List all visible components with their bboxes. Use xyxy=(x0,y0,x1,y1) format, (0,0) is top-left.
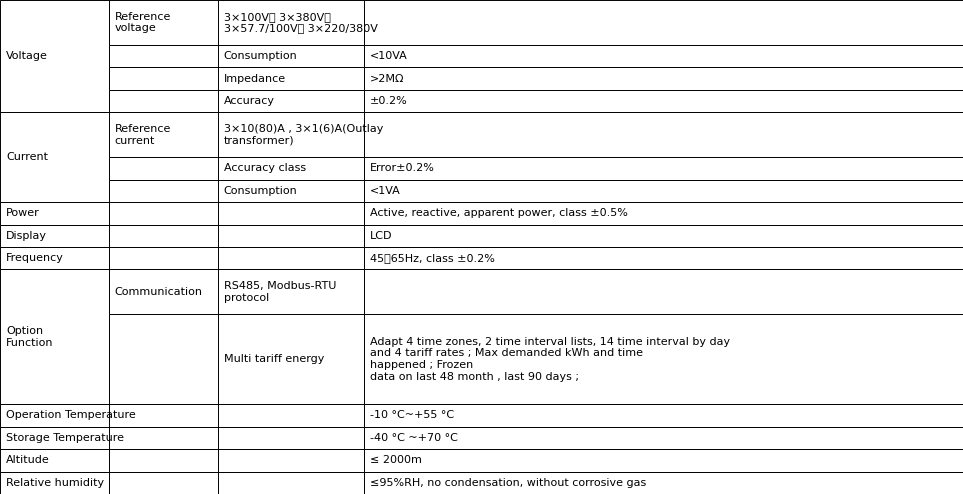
Bar xyxy=(218,472,364,494)
Bar xyxy=(364,0,963,45)
Bar xyxy=(218,404,364,427)
Text: Voltage: Voltage xyxy=(6,51,48,61)
Bar xyxy=(109,314,218,404)
Text: >2MΩ: >2MΩ xyxy=(370,74,404,83)
Bar xyxy=(218,314,364,404)
Text: RS485, Modbus-RTU
protocol: RS485, Modbus-RTU protocol xyxy=(223,281,336,303)
Text: Storage Temperature: Storage Temperature xyxy=(6,433,124,443)
Bar xyxy=(109,202,218,225)
Text: ≤ 2000m: ≤ 2000m xyxy=(370,455,422,465)
Bar xyxy=(0,269,109,404)
Bar xyxy=(109,112,218,157)
Text: Power: Power xyxy=(6,208,39,218)
Text: Current: Current xyxy=(6,152,48,162)
Bar xyxy=(364,404,963,427)
Text: Error±0.2%: Error±0.2% xyxy=(370,164,435,173)
Text: 45～65Hz, class ±0.2%: 45～65Hz, class ±0.2% xyxy=(370,253,495,263)
Bar xyxy=(0,247,109,269)
Text: Adapt 4 time zones, 2 time interval lists, 14 time interval by day
and 4 tariff : Adapt 4 time zones, 2 time interval list… xyxy=(370,337,730,382)
Bar xyxy=(364,472,963,494)
Bar xyxy=(364,314,963,404)
Text: Display: Display xyxy=(6,231,47,241)
Bar xyxy=(364,112,963,157)
Bar xyxy=(218,269,364,314)
Text: ±0.2%: ±0.2% xyxy=(370,96,407,106)
Text: Active, reactive, apparent power, class ±0.5%: Active, reactive, apparent power, class … xyxy=(370,208,628,218)
Bar xyxy=(364,427,963,449)
Text: Accuracy class: Accuracy class xyxy=(223,164,306,173)
Bar xyxy=(364,449,963,472)
Text: ≤95%RH, no condensation, without corrosive gas: ≤95%RH, no condensation, without corrosi… xyxy=(370,478,646,488)
Bar xyxy=(364,45,963,67)
Bar xyxy=(109,45,218,67)
Bar xyxy=(109,67,218,90)
Bar xyxy=(0,472,109,494)
Bar xyxy=(218,180,364,202)
Text: Multi tariff energy: Multi tariff energy xyxy=(223,354,324,364)
Bar xyxy=(218,45,364,67)
Bar xyxy=(218,112,364,157)
Bar xyxy=(218,90,364,112)
Bar xyxy=(109,427,218,449)
Text: <1VA: <1VA xyxy=(370,186,401,196)
Bar xyxy=(109,90,218,112)
Text: -40 °C ~+70 °C: -40 °C ~+70 °C xyxy=(370,433,457,443)
Bar xyxy=(109,449,218,472)
Bar xyxy=(0,449,109,472)
Text: Relative humidity: Relative humidity xyxy=(6,478,104,488)
Bar xyxy=(218,427,364,449)
Text: Reference
current: Reference current xyxy=(115,124,171,146)
Bar xyxy=(0,427,109,449)
Text: Frequency: Frequency xyxy=(6,253,64,263)
Bar xyxy=(218,247,364,269)
Bar xyxy=(109,247,218,269)
Bar xyxy=(218,157,364,180)
Text: Accuracy: Accuracy xyxy=(223,96,274,106)
Text: Operation Temperature: Operation Temperature xyxy=(6,411,136,420)
Text: Altitude: Altitude xyxy=(6,455,50,465)
Bar xyxy=(364,225,963,247)
Bar xyxy=(0,0,109,112)
Bar xyxy=(109,269,218,314)
Bar xyxy=(218,225,364,247)
Bar xyxy=(364,67,963,90)
Bar xyxy=(109,180,218,202)
Bar xyxy=(109,472,218,494)
Text: Impedance: Impedance xyxy=(223,74,286,83)
Text: -10 °C~+55 °C: -10 °C~+55 °C xyxy=(370,411,455,420)
Text: LCD: LCD xyxy=(370,231,393,241)
Bar xyxy=(364,247,963,269)
Bar xyxy=(109,225,218,247)
Bar xyxy=(218,449,364,472)
Bar xyxy=(109,0,218,45)
Bar xyxy=(109,157,218,180)
Text: <10VA: <10VA xyxy=(370,51,407,61)
Bar xyxy=(0,112,109,202)
Bar xyxy=(218,0,364,45)
Bar xyxy=(364,269,963,314)
Text: Consumption: Consumption xyxy=(223,186,298,196)
Text: Reference
voltage: Reference voltage xyxy=(115,12,171,33)
Text: Communication: Communication xyxy=(115,287,203,297)
Bar xyxy=(218,67,364,90)
Text: 3×100V、 3×380V、
3×57.7/100V、 3×220/380V: 3×100V、 3×380V、 3×57.7/100V、 3×220/380V xyxy=(223,12,377,33)
Bar xyxy=(0,225,109,247)
Bar xyxy=(364,202,963,225)
Bar xyxy=(364,180,963,202)
Bar xyxy=(364,157,963,180)
Bar xyxy=(364,90,963,112)
Text: Consumption: Consumption xyxy=(223,51,298,61)
Bar xyxy=(0,202,109,225)
Text: 3×10(80)A , 3×1(6)A(Outlay
transformer): 3×10(80)A , 3×1(6)A(Outlay transformer) xyxy=(223,124,383,146)
Bar xyxy=(218,202,364,225)
Bar xyxy=(109,404,218,427)
Text: Option
Function: Option Function xyxy=(6,326,54,348)
Bar xyxy=(0,404,109,427)
